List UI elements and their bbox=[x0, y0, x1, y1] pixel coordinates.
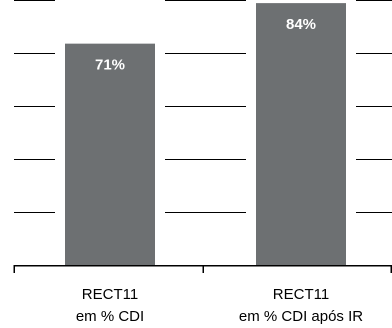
gridlines bbox=[14, 0, 392, 213]
x-axis bbox=[13, 264, 392, 273]
bar-2 bbox=[256, 3, 346, 266]
category-label-2-line-2: em % CDI após IR bbox=[239, 308, 363, 325]
category-label-1: RECT11 em % CDI bbox=[76, 286, 144, 325]
category-label-2: RECT11 em % CDI após IR bbox=[239, 286, 363, 325]
category-label-1-line-1: RECT11 bbox=[82, 286, 138, 303]
category-label-2-line-1: RECT11 bbox=[273, 286, 329, 303]
data-label-2: 84% bbox=[286, 16, 316, 33]
bar-1 bbox=[65, 43, 155, 265]
category-label-1-line-2: em % CDI bbox=[76, 308, 144, 325]
data-label-1: 71% bbox=[95, 57, 125, 74]
